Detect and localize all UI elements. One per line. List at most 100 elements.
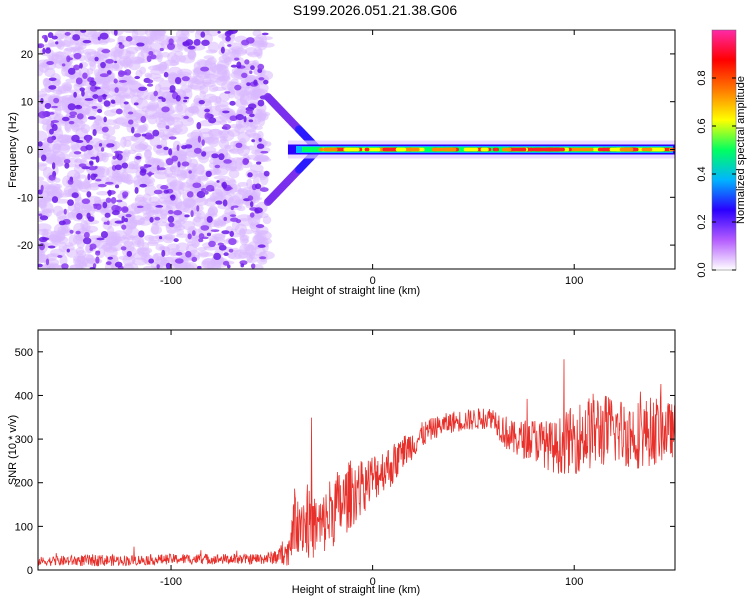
noise-blob-strong [205,170,212,178]
signal-peak [579,147,594,152]
noise-blob-strong [229,30,238,34]
noise-blob [153,157,161,164]
noise-blob [70,179,84,192]
noise-blob [135,69,143,78]
noise-blob-strong [90,156,98,160]
noise-blob [207,206,218,216]
noise-blob [50,41,66,48]
noise-blob-strong [95,250,101,256]
noise-blob-strong [118,42,123,45]
noise-blob [187,106,196,113]
noise-blob [133,112,143,118]
noise-blob [156,50,163,63]
noise-blob-strong [100,147,105,152]
noise-blob-strong [222,110,230,114]
noise-blob-strong [47,245,56,249]
noise-blob [203,93,218,103]
noise-blob [41,208,55,214]
noise-blob-strong [196,190,206,199]
noise-blob-strong [229,214,237,218]
noise-blob-strong [111,210,120,216]
noise-blob [48,264,64,269]
noise-blob-strong [102,93,107,100]
noise-blob-strong [116,199,123,203]
noise-blob [82,253,94,262]
noise-blob-strong [196,122,202,130]
noise-blob-strong [64,31,71,36]
noise-blob-strong [131,126,135,134]
noise-blob [160,137,168,150]
noise-blob [185,264,195,269]
noise-blob [115,116,131,126]
noise-blob-strong [165,158,174,166]
noise-blob-strong [215,200,223,205]
noise-blob-strong [76,212,83,220]
noise-blob-strong [68,120,75,125]
noise-blob-strong [102,201,108,209]
noise-blob-strong [92,263,97,269]
colorbar-tick-label: 0.6 [696,118,708,133]
noise-blob-strong [170,194,176,201]
noise-blob-strong [160,185,169,190]
noise-blob-strong [55,41,59,45]
noise-blob [228,169,240,179]
noise-blob-strong [40,184,44,192]
noise-blob [93,115,104,122]
noise-blob-strong [153,189,163,195]
noise-blob-strong [198,99,205,105]
noise-blob-strong [44,102,52,109]
noise-blob-strong [91,106,98,109]
noise-blob [63,36,75,48]
noise-blob-strong [156,264,160,269]
noise-blob [166,229,177,235]
noise-blob [141,178,153,185]
noise-blob [245,129,257,137]
noise-blob-strong [208,240,216,248]
noise-blob-strong [89,243,97,250]
noise-blob-strong [259,256,267,260]
noise-blob [234,47,248,56]
noise-blob-strong [126,250,133,257]
noise-blob-strong [61,263,69,269]
noise-blob-strong [250,263,256,269]
noise-blob [61,81,73,92]
noise-blob-strong [38,213,43,217]
noise-blob-strong [193,39,201,46]
noise-blob-strong [120,246,127,251]
noise-blob-strong [86,191,92,198]
noise-blob-strong [51,162,56,170]
noise-blob [44,67,56,78]
noise-blob-strong [46,136,54,144]
noise-blob [153,209,162,214]
noise-blob-strong [92,203,100,207]
noise-blob-strong [257,244,266,248]
noise-blob-strong [183,115,189,120]
noise-blob-strong [169,90,176,93]
noise-blob-strong [84,98,94,101]
noise-blob [180,116,195,127]
noise-blob-strong [185,250,192,258]
noise-blob [194,30,202,42]
noise-blob-strong [210,188,215,192]
noise-blob-strong [46,60,54,65]
noise-blob-strong [38,141,43,147]
snr-frame [37,329,676,571]
noise-blob-strong [139,183,147,188]
noise-blob [178,147,188,157]
noise-blob-strong [116,153,123,161]
noise-blob-strong [240,263,245,268]
noise-blob-strong [85,144,94,151]
noise-blob [119,96,127,109]
colorbar-frame [711,29,737,271]
noise-blob-strong [97,95,103,103]
noise-blob [69,89,81,94]
noise-blob-strong [173,210,183,216]
noise-blob-strong [101,49,111,54]
noise-blob [67,212,76,220]
noise-blob-strong [134,186,139,194]
noise-blob-strong [123,101,129,105]
noise-blob [123,264,134,269]
noise-blob-strong [246,82,251,87]
noise-blob [44,142,56,152]
